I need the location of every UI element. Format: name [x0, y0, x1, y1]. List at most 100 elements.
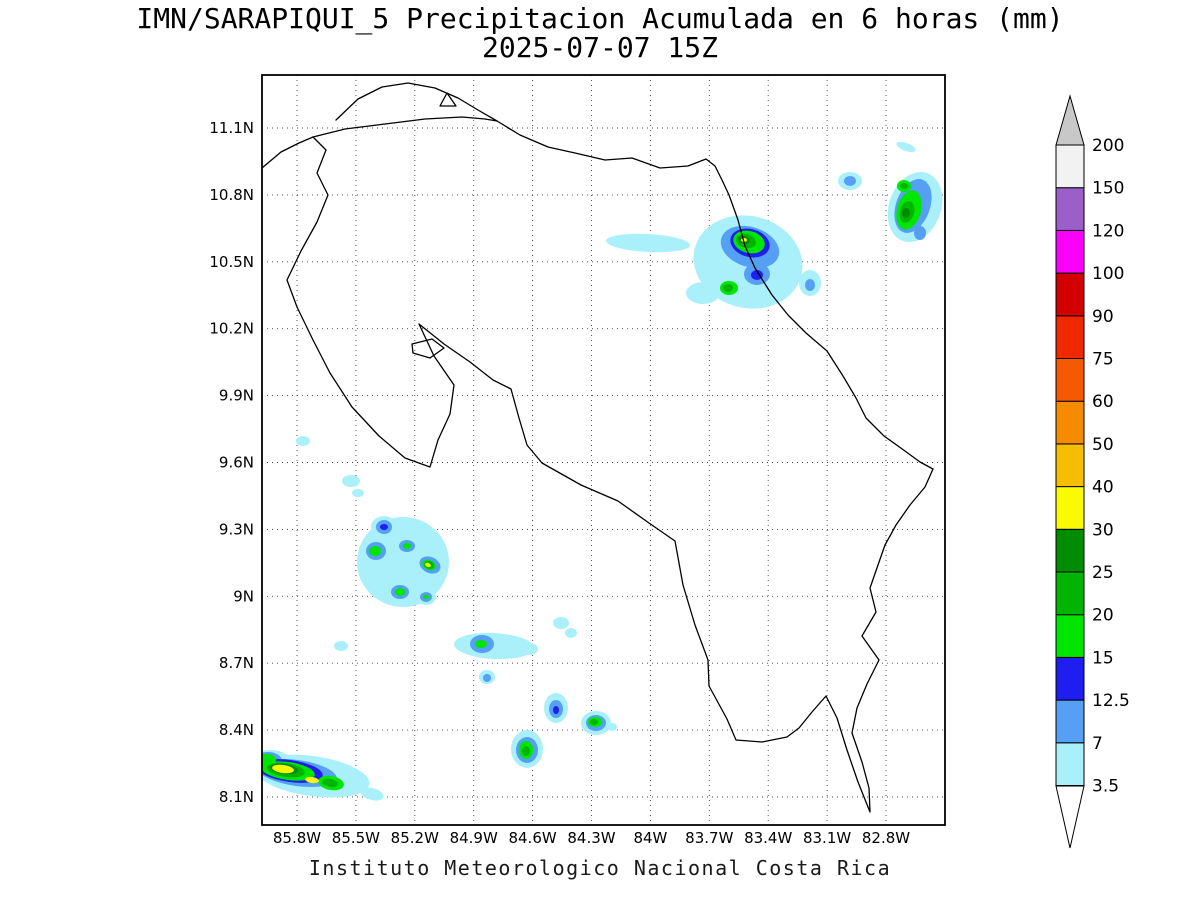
- lon-tick-label: 85.2W: [391, 829, 439, 847]
- coastline: [262, 82, 934, 813]
- colorbar-band: [1055, 656, 1085, 701]
- lon-tick-label: 85.5W: [332, 829, 380, 847]
- precip-contour: [369, 546, 381, 556]
- lat-tick-label: 9.9N: [219, 387, 254, 405]
- colorbar-band: [1055, 742, 1085, 786]
- colorbar-band: [1055, 443, 1085, 488]
- map-frame: [261, 74, 946, 826]
- colorbar-band: [1055, 614, 1085, 658]
- lat-tick-label: 8.4N: [219, 721, 254, 739]
- lat-tick-label: 10.8N: [209, 186, 254, 204]
- precip-contour: [403, 543, 411, 549]
- precip-contour: [914, 226, 926, 240]
- island-outline: [411, 338, 445, 359]
- colorbar-band: [1055, 699, 1085, 744]
- lon-tick-label: 84W: [633, 829, 667, 847]
- lon-tick-label: 82.8W: [862, 829, 910, 847]
- lat-tick-label: 10.5N: [209, 253, 254, 271]
- precip-contour: [334, 641, 348, 651]
- lat-tick-label: 11.1N: [209, 119, 254, 137]
- precip-contour: [606, 233, 690, 253]
- lat-tick-label: 9N: [233, 587, 254, 605]
- colorbar-label: 15: [1092, 648, 1114, 668]
- lon-tick-label: 83.1W: [803, 829, 851, 847]
- colorbar-band: [1055, 528, 1085, 573]
- precip-contour: [352, 489, 364, 497]
- precip-contour: [723, 284, 733, 292]
- precip-contour: [423, 595, 429, 599]
- lon-tick-label: 83.4W: [744, 829, 792, 847]
- lat-tick-label: 10.2N: [209, 320, 254, 338]
- colorbar-band: [1055, 315, 1085, 359]
- precip-contour: [322, 778, 338, 788]
- precip-contour: [844, 176, 856, 186]
- colorbar-label: 25: [1092, 563, 1114, 583]
- lat-tick-label: 9.3N: [219, 520, 254, 538]
- precip-contour: [425, 562, 431, 568]
- colorbar-label: 50: [1092, 435, 1114, 455]
- lat-tick-label: 9.6N: [219, 454, 254, 472]
- lat-tick-label: 8.1N: [219, 788, 254, 806]
- precip-contour: [553, 617, 569, 629]
- costa-rica-outline: [286, 116, 934, 813]
- precip-contour: [900, 183, 908, 189]
- precip-contour: [520, 643, 538, 655]
- colorbar-label: 150: [1092, 179, 1124, 199]
- precip-contour: [686, 282, 720, 304]
- figure-caption: Instituto Meteorologico Nacional Costa R…: [308, 856, 892, 880]
- colorbar-label: 75: [1092, 350, 1114, 370]
- gridlines: [262, 75, 945, 825]
- colorbar-label: 200: [1092, 136, 1124, 156]
- precip-contour: [522, 746, 530, 756]
- colorbar-label: 120: [1092, 221, 1124, 241]
- precip-contour: [262, 754, 276, 766]
- lat-axis-labels: 11.1N 10.8N 10.5N 10.2N 9.9N 9.6N 9.3N 9N 8.7N 8.…: [209, 119, 254, 806]
- colorbar-label: 20: [1092, 606, 1114, 626]
- lon-tick-label: 83.7W: [685, 829, 733, 847]
- colorbar-label: 60: [1092, 392, 1114, 412]
- colorbar-under-arrow: [1055, 785, 1085, 849]
- colorbar-band: [1055, 571, 1085, 616]
- colorbar-band: [1055, 229, 1085, 274]
- colorbar: 3.5 7 12.5 15 20 25 30 40 50 60 75 90 100 120 150 200: [1055, 94, 1130, 849]
- colorbar-label: 100: [1092, 264, 1124, 284]
- lake-nicaragua-shore: [335, 82, 498, 122]
- precip-contour: [342, 475, 360, 487]
- figure-subtitle: 2025-07-07 15Z: [481, 31, 718, 64]
- lon-tick-label: 85.8W: [273, 829, 321, 847]
- colorbar-label: 40: [1092, 478, 1114, 498]
- precip-contour: [475, 640, 487, 648]
- colorbar-band: [1055, 144, 1085, 189]
- precip-contour: [360, 787, 384, 801]
- precip-contour: [565, 628, 577, 638]
- precip-contour: [483, 674, 491, 682]
- figure-title: IMN/SARAPIQUI_5 Precipitacion Acumulada …: [136, 2, 1064, 35]
- precip-contour: [805, 279, 815, 291]
- lon-tick-label: 84.9W: [450, 829, 498, 847]
- lon-tick-label: 84.3W: [567, 829, 615, 847]
- nicaragua-coast: [262, 136, 314, 169]
- colorbar-band: [1055, 272, 1085, 317]
- precip-contour: [272, 764, 294, 774]
- precip-contour: [607, 723, 617, 731]
- precip-contour: [751, 270, 763, 280]
- precip-contour: [380, 524, 388, 530]
- precip-contour: [553, 706, 559, 714]
- precip-contour: [305, 776, 319, 784]
- colorbar-band: [1055, 400, 1085, 445]
- colorbar-over-arrow: [1055, 94, 1085, 146]
- colorbar-band: [1055, 486, 1085, 530]
- island-outline: [439, 92, 457, 107]
- colorbar-band: [1055, 358, 1085, 402]
- colorbar-label: 12.5: [1092, 691, 1130, 711]
- precip-contour: [395, 588, 405, 596]
- colorbar-label: 90: [1092, 307, 1114, 327]
- colorbar-label: 3.5: [1092, 777, 1119, 797]
- plot-frame: [261, 74, 946, 826]
- precip-contour: [902, 208, 910, 218]
- precip-contour: [896, 141, 916, 153]
- lat-tick-label: 8.7N: [219, 654, 254, 672]
- precip-contour: [590, 719, 598, 725]
